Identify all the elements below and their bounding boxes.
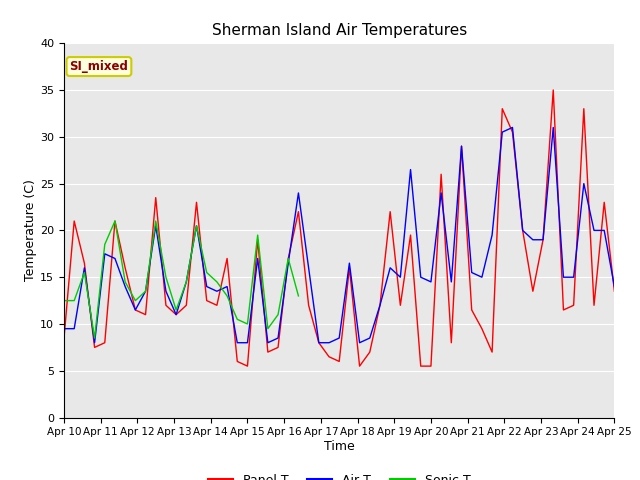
Air T [600,228,608,233]
Legend: Panel T, Air T, Sonic T: Panel T, Air T, Sonic T [203,469,476,480]
Air T [570,275,577,280]
Sonic T [570,415,577,420]
Air T [60,326,68,332]
Text: SI_mixed: SI_mixed [70,60,129,73]
Sonic T [172,307,180,313]
Sonic T [600,415,608,420]
Air T [274,335,282,341]
Sonic T [305,415,312,420]
Air T [509,125,516,131]
Sonic T [60,298,68,303]
Line: Air T: Air T [64,128,614,343]
Air T [203,284,211,289]
Panel T [570,302,577,308]
Sonic T [111,218,119,224]
Sonic T [611,415,618,420]
Line: Sonic T: Sonic T [64,221,410,338]
Air T [91,340,99,346]
Sonic T [274,312,282,318]
Panel T [549,87,557,93]
Panel T [611,288,618,294]
Panel T [162,302,170,308]
Title: Sherman Island Air Temperatures: Sherman Island Air Temperatures [212,23,467,38]
Air T [172,312,180,318]
Panel T [122,265,129,271]
Panel T [244,363,252,369]
Air T [611,284,618,289]
Y-axis label: Temperature (C): Temperature (C) [24,180,37,281]
Panel T [274,345,282,350]
Sonic T [203,270,211,276]
Sonic T [131,298,139,303]
X-axis label: Time: Time [324,440,355,453]
Panel T [60,335,68,341]
Air T [131,307,139,313]
Line: Panel T: Panel T [64,90,614,366]
Panel T [193,200,200,205]
Panel T [600,200,608,205]
